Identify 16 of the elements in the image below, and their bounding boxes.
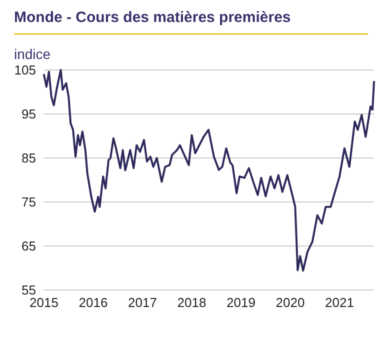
x-tick-label: 2016 [78,295,108,310]
x-tick-label: 2019 [226,295,256,310]
line-series [43,69,375,272]
y-tick-label: 105 [14,62,36,78]
chart-title: Monde - Cours des matières premières [14,9,291,26]
x-tick-label: 2020 [276,295,305,310]
x-tick-label: 2015 [30,295,58,310]
y-tick-label: 65 [22,238,36,254]
x-tick-label: 2021 [325,295,354,310]
chart-subtitle: indice [14,46,51,62]
x-tick-label: 2017 [128,295,157,310]
y-tick-label: 75 [22,194,36,210]
x-tick-label: 2018 [177,295,206,310]
y-tick-label: 85 [22,150,36,166]
y-tick-label: 95 [22,106,36,122]
y-tick-label: 55 [22,282,36,298]
